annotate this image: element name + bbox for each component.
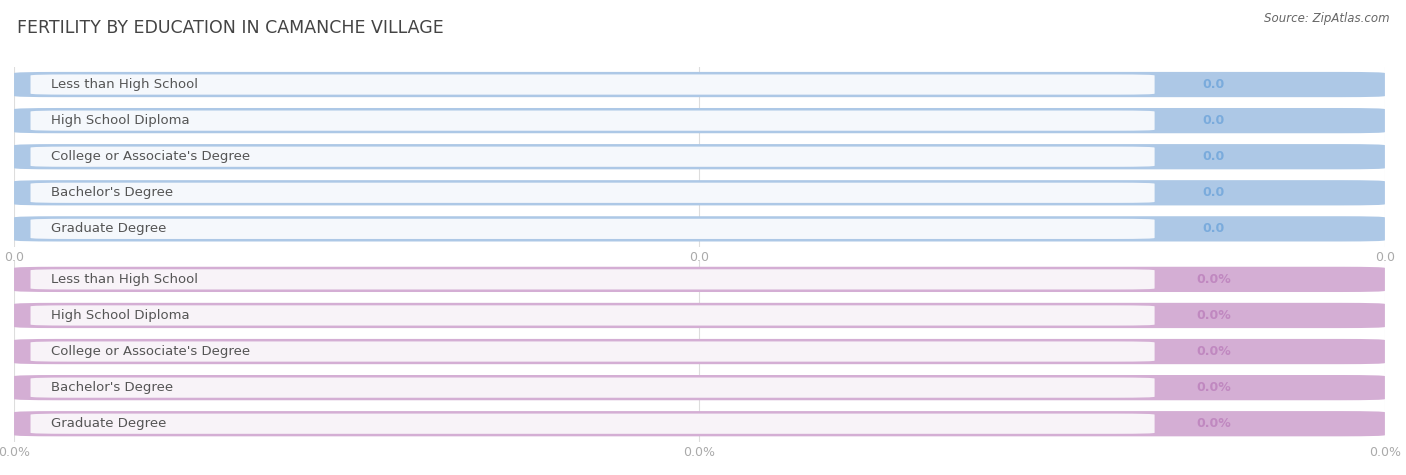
Text: Bachelor's Degree: Bachelor's Degree xyxy=(51,186,173,200)
FancyBboxPatch shape xyxy=(31,305,1154,325)
FancyBboxPatch shape xyxy=(31,378,1154,398)
FancyBboxPatch shape xyxy=(14,144,1385,169)
FancyBboxPatch shape xyxy=(31,147,1154,167)
Text: 0.0: 0.0 xyxy=(1202,186,1225,200)
Text: 0.0: 0.0 xyxy=(1202,150,1225,163)
FancyBboxPatch shape xyxy=(31,269,1154,289)
Text: Bachelor's Degree: Bachelor's Degree xyxy=(51,381,173,394)
FancyBboxPatch shape xyxy=(14,180,1385,205)
Text: FERTILITY BY EDUCATION IN CAMANCHE VILLAGE: FERTILITY BY EDUCATION IN CAMANCHE VILLA… xyxy=(17,19,444,37)
Text: High School Diploma: High School Diploma xyxy=(51,309,190,322)
FancyBboxPatch shape xyxy=(31,414,1154,434)
FancyBboxPatch shape xyxy=(31,75,1154,95)
Text: 0.0: 0.0 xyxy=(1202,222,1225,236)
Text: Source: ZipAtlas.com: Source: ZipAtlas.com xyxy=(1264,12,1389,25)
FancyBboxPatch shape xyxy=(31,183,1154,203)
FancyBboxPatch shape xyxy=(14,267,1385,292)
FancyBboxPatch shape xyxy=(14,72,1385,97)
FancyBboxPatch shape xyxy=(14,303,1385,328)
FancyBboxPatch shape xyxy=(14,375,1385,400)
Text: College or Associate's Degree: College or Associate's Degree xyxy=(51,345,250,358)
FancyBboxPatch shape xyxy=(31,111,1154,131)
Text: Graduate Degree: Graduate Degree xyxy=(51,222,166,236)
Text: 0.0%: 0.0% xyxy=(1197,345,1230,358)
FancyBboxPatch shape xyxy=(31,219,1154,239)
Text: 0.0: 0.0 xyxy=(1202,78,1225,91)
FancyBboxPatch shape xyxy=(31,342,1154,361)
Text: 0.0%: 0.0% xyxy=(1197,309,1230,322)
FancyBboxPatch shape xyxy=(14,339,1385,364)
Text: Less than High School: Less than High School xyxy=(51,78,198,91)
Text: 0.0%: 0.0% xyxy=(1197,381,1230,394)
Text: Graduate Degree: Graduate Degree xyxy=(51,417,166,430)
FancyBboxPatch shape xyxy=(14,216,1385,241)
Text: 0.0: 0.0 xyxy=(1202,114,1225,127)
FancyBboxPatch shape xyxy=(14,411,1385,437)
FancyBboxPatch shape xyxy=(14,108,1385,133)
Text: Less than High School: Less than High School xyxy=(51,273,198,286)
Text: 0.0%: 0.0% xyxy=(1197,273,1230,286)
Text: College or Associate's Degree: College or Associate's Degree xyxy=(51,150,250,163)
Text: High School Diploma: High School Diploma xyxy=(51,114,190,127)
Text: 0.0%: 0.0% xyxy=(1197,417,1230,430)
